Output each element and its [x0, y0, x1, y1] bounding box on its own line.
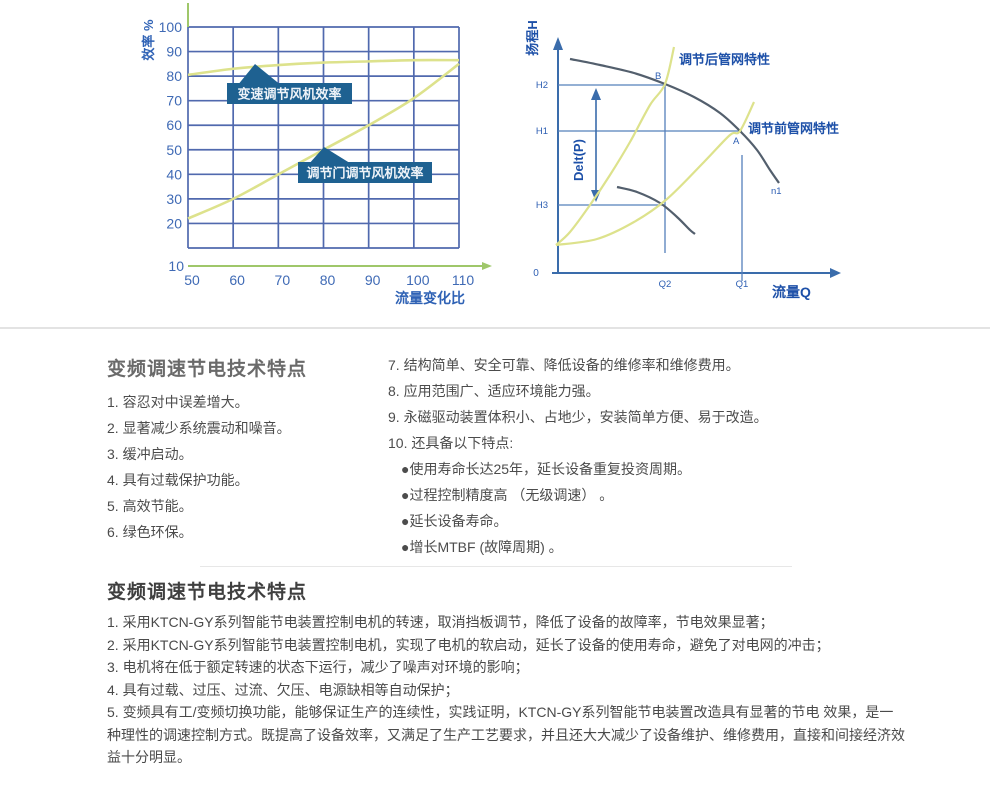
flow-label: Q1: [736, 279, 749, 290]
flow-lines: Q2 Q1: [659, 85, 749, 290]
list-item: 6. 绿色环保。: [107, 524, 193, 540]
y-tick: 60: [166, 117, 182, 133]
point-label-A: A: [733, 136, 740, 147]
curve-label-1: 调节后管网特性: [679, 52, 770, 67]
system-curve-before: [555, 101, 755, 247]
list-item: 2. 采用KTCN-GY系列智能节电装置控制电机，实现了电机的软启动，延长了设备…: [107, 636, 830, 653]
list-item: 5. 高效节能。: [107, 498, 193, 514]
x-axis-label: 流量变化比: [395, 290, 465, 306]
x-tick: 60: [229, 272, 245, 288]
feature-bullet-list: ●使用寿命长达25年，延长设备重复投资周期。 ●过程控制精度高 （无级调速） 。 ●…: [388, 456, 918, 560]
delta-pressure-arrow: Delt(P): [571, 88, 601, 202]
features-column-right: 7. 结构简单、安全可靠、降低设备的维修率和维修费用。 8. 应用范围广、适应环境…: [388, 352, 918, 560]
callout-text: 变速调节风机效率: [237, 87, 341, 102]
features-section-lower: 变频调速节电技术特点 1. 采用KTCN-GY系列智能节电装置控制电机的转速，取…: [107, 577, 907, 769]
axis-arrows: [187, 3, 492, 270]
head-label: H3: [536, 200, 548, 211]
y-tick: 100: [159, 19, 183, 35]
feature-list-1-6: 1. 容忍对中误差增大。 2. 显著减少系统震动和噪音。 3. 缓冲启动。 4. 具有…: [107, 389, 382, 545]
head-label: H1: [536, 126, 548, 137]
origin-label: 0: [533, 268, 539, 279]
head-label: H2: [536, 80, 548, 91]
list-item: 5. 变频具有工/变频切换功能，能够保证生产的连续性，实践证明，KTCN-GY系…: [107, 704, 905, 765]
section-divider-middle: [200, 566, 792, 567]
x-tick: 50: [184, 272, 200, 288]
numbered-paragraphs: 1. 采用KTCN-GY系列智能节电装置控制电机的转速，取消挡板调节，降低了设备…: [107, 611, 907, 769]
list-item: 8. 应用范围广、适应环境能力强。: [388, 383, 600, 399]
x-axis-label: 流量Q: [772, 284, 811, 300]
pump-head-flow-chart: 扬程H 0 流量Q H2 H1 H3 Q2 Q1 Delt(P) B An1 调节后管网特性调节前管网…: [525, 20, 841, 300]
list-item: ●过程控制精度高 （无级调速） 。: [401, 487, 614, 503]
x-tick: 110: [452, 272, 475, 288]
list-item: 9. 永磁驱动装置体积小、占地少，安装简单方便、易于改造。: [388, 409, 768, 425]
list-item: ●增长MTBF (故障周期) 。: [401, 539, 563, 555]
list-item: 3. 缓冲启动。: [107, 446, 193, 462]
y-tick: 80: [166, 68, 182, 84]
list-item: 1. 容忍对中误差增大。: [107, 394, 249, 410]
section-heading-upper: 变频调速节电技术特点: [107, 359, 308, 380]
delta-pressure-label: Delt(P): [571, 139, 586, 181]
y-tick: 20: [166, 215, 182, 231]
list-item: 10. 还具备以下特点:: [388, 435, 514, 451]
x-tick: 70: [275, 272, 291, 288]
flow-label: Q2: [659, 279, 672, 290]
section-heading-lower: 变频调速节电技术特点: [107, 582, 308, 603]
point-label-B: B: [655, 71, 661, 82]
section-divider-top: [0, 327, 990, 329]
list-item: 4. 具有过载、过压、过流、欠压、电源缺相等自动保护；: [107, 681, 459, 698]
callout-label-1: 变速调节风机效率: [227, 64, 352, 104]
y-axis-label: 扬程H: [525, 20, 540, 55]
series-1-curve: [187, 58, 460, 77]
y-axis-label: 效率 %: [141, 19, 156, 61]
list-item: 1. 采用KTCN-GY系列智能节电装置控制电机的转速，取消挡板调节，降低了设备…: [107, 614, 774, 630]
x-tick: 80: [320, 272, 336, 288]
system-curve-after: [555, 46, 676, 246]
callout-text: 调节门调节风机效率: [306, 166, 423, 181]
y-tick: 40: [166, 166, 182, 182]
list-item: 7. 结构简单、安全可靠、降低设备的维修率和维修费用。: [388, 357, 740, 373]
feature-list-7-10: 7. 结构简单、安全可靠、降低设备的维修率和维修费用。 8. 应用范围广、适应环境…: [388, 352, 918, 456]
list-item: 3. 电机将在低于额定转速的状态下运行，减少了噪声对环境的影响；: [107, 659, 529, 675]
y-tick: 30: [166, 191, 182, 207]
curve-label-2: 调节前管网特性: [748, 121, 839, 136]
x-tick: 100: [406, 272, 430, 288]
callout-label-2: 调节门调节风机效率: [298, 147, 432, 183]
list-item: ●延长设备寿命。: [401, 513, 508, 529]
pump-curve-low-speed: [616, 185, 696, 235]
list-item: 2. 显著减少系统震动和噪音。: [107, 420, 291, 436]
head-level-lines: H2 H1 H3: [536, 80, 742, 211]
list-item: 4. 具有过载保护功能。: [107, 472, 249, 488]
point-label-n1: n1: [771, 186, 782, 197]
y-tick: 50: [166, 142, 182, 158]
origin-tick: 10: [168, 258, 184, 274]
features-column-left: 变频调速节电技术特点 1. 容忍对中误差增大。 2. 显著减少系统震动和噪音。 3.…: [107, 350, 382, 545]
x-tick: 90: [365, 272, 381, 288]
pump-curve-n1: [569, 57, 780, 184]
y-tick: 90: [166, 44, 182, 60]
y-tick: 70: [166, 93, 182, 109]
charts-area: 100 90 80 70 60 50 40 30 20 10 50 60 70 80 90 100 110 流量变…: [0, 0, 990, 327]
list-item: ●使用寿命长达25年，延长设备重复投资周期。: [401, 461, 692, 477]
